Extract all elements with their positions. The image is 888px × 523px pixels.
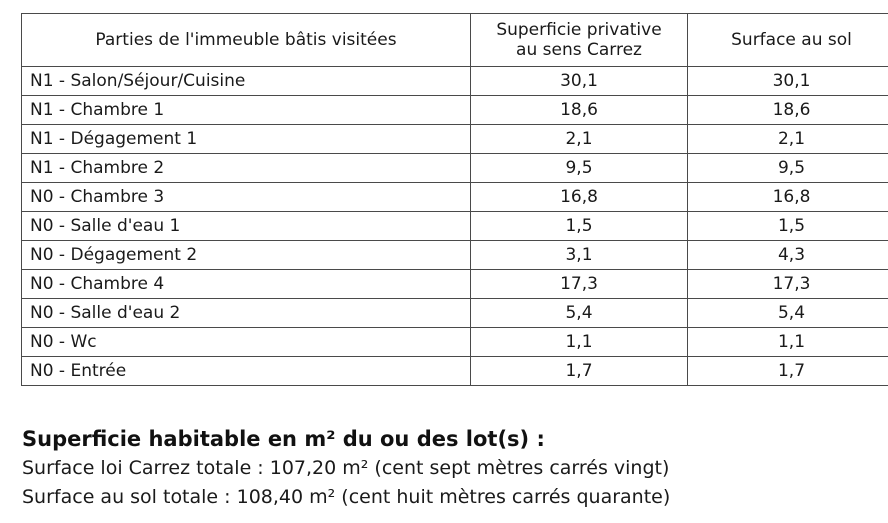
table-row: N1 - Salon/Séjour/Cuisine 30,1 30,1 [21, 66, 888, 96]
table-header-row: Parties de l'immeuble bâtis visitées Sup… [21, 13, 888, 67]
sol-value: 30,1 [687, 66, 888, 96]
carrez-value: 1,7 [470, 356, 688, 386]
sol-value: 9,5 [687, 153, 888, 183]
carrez-value: 2,1 [470, 124, 688, 154]
room-name: N0 - Wc [21, 327, 471, 357]
carrez-value: 3,1 [470, 240, 688, 270]
room-name: N0 - Salle d'eau 1 [21, 211, 471, 241]
sol-value: 5,4 [687, 298, 888, 328]
header-parts: Parties de l'immeuble bâtis visitées [21, 13, 471, 67]
surface-table: Parties de l'immeuble bâtis visitées Sup… [21, 13, 888, 386]
table-row: N0 - Chambre 3 16,8 16,8 [21, 182, 888, 212]
sol-value: 17,3 [687, 269, 888, 299]
carrez-value: 1,5 [470, 211, 688, 241]
carrez-total-line: Surface loi Carrez totale : 107,20 m² (c… [22, 457, 670, 479]
sol-value: 4,3 [687, 240, 888, 270]
room-name: N1 - Chambre 2 [21, 153, 471, 183]
table-row: N1 - Chambre 1 18,6 18,6 [21, 95, 888, 125]
sol-value: 18,6 [687, 95, 888, 125]
sol-value: 1,1 [687, 327, 888, 357]
sol-value: 16,8 [687, 182, 888, 212]
summary-block: Superficie habitable en m² du ou des lot… [22, 424, 882, 512]
sol-value: 1,7 [687, 356, 888, 386]
summary-heading: Superficie habitable en m² du ou des lot… [22, 427, 545, 451]
table-row: N0 - Salle d'eau 2 5,4 5,4 [21, 298, 888, 328]
table-row: N1 - Dégagement 1 2,1 2,1 [21, 124, 888, 154]
carrez-value: 9,5 [470, 153, 688, 183]
header-sol: Surface au sol [687, 13, 888, 67]
carrez-value: 1,1 [470, 327, 688, 357]
room-name: N1 - Dégagement 1 [21, 124, 471, 154]
room-name: N0 - Dégagement 2 [21, 240, 471, 270]
carrez-value: 5,4 [470, 298, 688, 328]
room-name: N1 - Chambre 1 [21, 95, 471, 125]
sol-value: 2,1 [687, 124, 888, 154]
table-row: N0 - Salle d'eau 1 1,5 1,5 [21, 211, 888, 241]
table-row: N0 - Dégagement 2 3,1 4,3 [21, 240, 888, 270]
room-name: N0 - Entrée [21, 356, 471, 386]
table-row: N1 - Chambre 2 9,5 9,5 [21, 153, 888, 183]
sol-value: 1,5 [687, 211, 888, 241]
carrez-value: 30,1 [470, 66, 688, 96]
carrez-value: 17,3 [470, 269, 688, 299]
carrez-value: 18,6 [470, 95, 688, 125]
room-name: N0 - Salle d'eau 2 [21, 298, 471, 328]
header-carrez: Superficie privative au sens Carrez [470, 13, 688, 67]
room-name: N0 - Chambre 3 [21, 182, 471, 212]
carrez-value: 16,8 [470, 182, 688, 212]
room-name: N1 - Salon/Séjour/Cuisine [21, 66, 471, 96]
sol-total-line: Surface au sol totale : 108,40 m² (cent … [22, 486, 671, 508]
room-name: N0 - Chambre 4 [21, 269, 471, 299]
table-row: N0 - Chambre 4 17,3 17,3 [21, 269, 888, 299]
table-row: N0 - Wc 1,1 1,1 [21, 327, 888, 357]
table-row: N0 - Entrée 1,7 1,7 [21, 356, 888, 386]
